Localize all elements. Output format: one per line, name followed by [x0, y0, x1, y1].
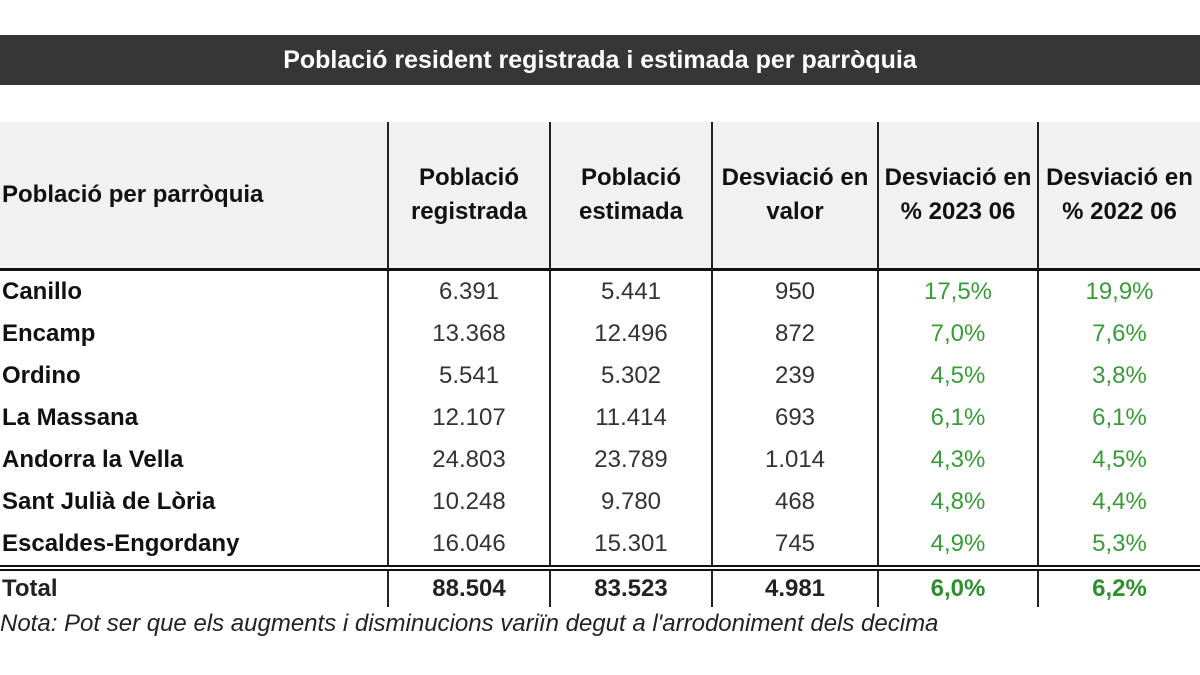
table-row: Canillo 6.391 5.441 950 17,5% 19,9%: [0, 269, 1200, 313]
table-cell: 5.441: [549, 269, 712, 313]
header-row: Població per parròquia Població registrad…: [0, 122, 1200, 271]
table-cell: 6,1%: [1037, 397, 1200, 439]
table-cell: 872: [711, 313, 878, 355]
table-cell: 4.981: [711, 565, 878, 607]
table-cell: 10.248: [387, 481, 550, 523]
table-cell: 468: [711, 481, 878, 523]
row-label: Total: [0, 565, 388, 607]
table-cell: 693: [711, 397, 878, 439]
column-header: Població per parròquia: [0, 122, 388, 271]
table-cell: 6,1%: [877, 397, 1038, 439]
table-cell: 16.046: [387, 523, 550, 568]
row-label: Encamp: [2, 320, 96, 347]
table-cell: 6,2%: [1037, 565, 1200, 607]
table-cell: 3,8%: [1037, 355, 1200, 397]
table-cell: 5.541: [387, 355, 550, 397]
row-label: Escaldes-Engordany: [2, 530, 240, 557]
table-cell: 745: [711, 523, 878, 568]
table-cell: 83.523: [549, 565, 712, 607]
total-row: Total 88.504 83.523 4.981 6,0% 6,2%: [0, 565, 1200, 607]
table-row: Encamp 13.368 12.496 872 7,0% 7,6%: [0, 313, 1200, 355]
column-header: Població registrada: [387, 122, 550, 271]
row-label: Andorra la Vella: [2, 446, 184, 473]
table-cell: 13.368: [387, 313, 550, 355]
table-cell: 1.014: [711, 439, 878, 481]
table-row: La Massana 12.107 11.414 693 6,1% 6,1%: [0, 397, 1200, 439]
table-title: Població resident registrada i estimada …: [0, 35, 1200, 85]
table-cell: 19,9%: [1037, 269, 1200, 313]
table-cell: 5.302: [549, 355, 712, 397]
column-header: Desviació en valor: [711, 122, 878, 271]
column-header: Població estimada: [549, 122, 712, 271]
table-cell: 4,9%: [877, 523, 1038, 568]
table-cell: 24.803: [387, 439, 550, 481]
column-header: Desviació en % 2022 06: [1037, 122, 1200, 271]
table-cell: 4,5%: [1037, 439, 1200, 481]
table-cell: 239: [711, 355, 878, 397]
table-row: Escaldes-Engordany 16.046 15.301 745 4,9% 5,3…: [0, 523, 1200, 568]
row-label: La Massana: [2, 404, 139, 431]
table-cell: 6.391: [387, 269, 550, 313]
population-table: Població per parròquia Població registrad…: [0, 122, 1200, 607]
table-cell: 11.414: [549, 397, 712, 439]
table-cell: 7,6%: [1037, 313, 1200, 355]
table-cell: 23.789: [549, 439, 712, 481]
table-cell: 12.107: [387, 397, 550, 439]
table-cell: 6,0%: [877, 565, 1038, 607]
table-cell: 15.301: [549, 523, 712, 568]
table-cell: 5,3%: [1037, 523, 1200, 568]
table-cell: 7,0%: [877, 313, 1038, 355]
table-row: Ordino 5.541 5.302 239 4,5% 3,8%: [0, 355, 1200, 397]
table-cell: 4,8%: [877, 481, 1038, 523]
table-cell: 4,4%: [1037, 481, 1200, 523]
table-cell: 4,5%: [877, 355, 1038, 397]
row-label: Sant Julià de Lòria: [2, 488, 216, 515]
table-cell: 4,3%: [877, 439, 1038, 481]
column-header: Desviació en % 2023 06: [877, 122, 1038, 271]
footnote: Nota: Pot ser que els augments i disminu…: [0, 610, 939, 637]
table-row: Andorra la Vella 24.803 23.789 1.014 4,3% 4,5…: [0, 439, 1200, 481]
table-cell: 950: [711, 269, 878, 313]
table-cell: 9.780: [549, 481, 712, 523]
table-row: Sant Julià de Lòria 10.248 9.780 468 4,8% 4,4…: [0, 481, 1200, 523]
table-cell: 12.496: [549, 313, 712, 355]
table-cell: 17,5%: [877, 269, 1038, 313]
row-label: Canillo: [2, 278, 83, 305]
row-label: Ordino: [2, 362, 81, 389]
table-cell: 88.504: [387, 565, 550, 607]
